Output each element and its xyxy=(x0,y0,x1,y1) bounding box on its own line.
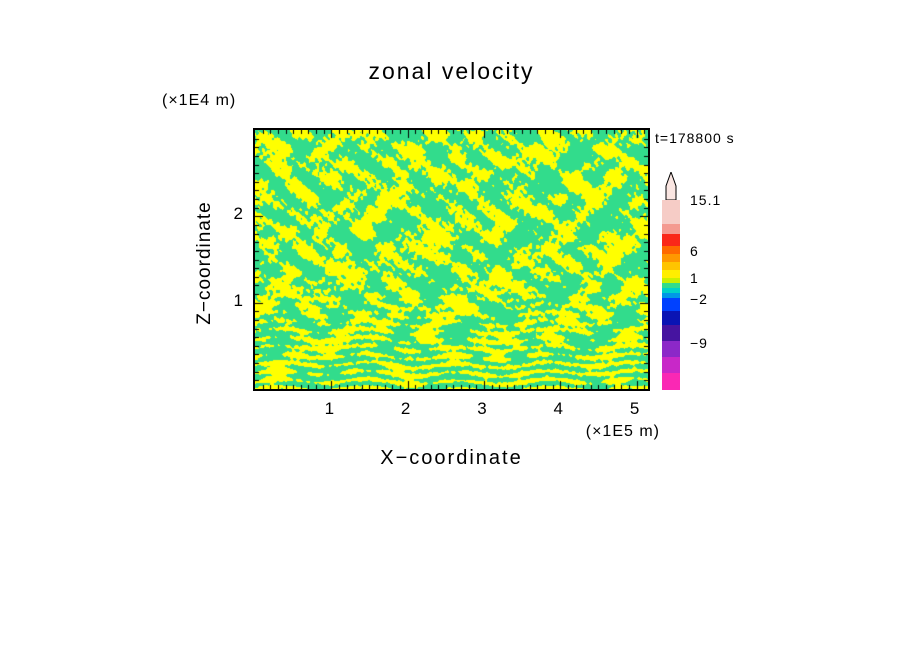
y-tick-label: 2 xyxy=(233,204,243,224)
colorbar xyxy=(662,172,680,390)
colorbar-segment xyxy=(662,278,680,283)
x-axis-unit: (×1E5 m) xyxy=(585,423,660,440)
colorbar-segment xyxy=(662,311,680,325)
colorbar-segment xyxy=(662,246,680,254)
colorbar-segment xyxy=(662,357,680,373)
colorbar-segments xyxy=(662,200,680,390)
colorbar-arrow-icon xyxy=(665,172,677,200)
colorbar-segment xyxy=(662,341,680,357)
colorbar-segment xyxy=(662,288,680,293)
chart-title: zonal velocity xyxy=(368,58,535,84)
heatmap-canvas xyxy=(255,130,648,389)
x-tick-label: 3 xyxy=(477,399,487,418)
colorbar-segment xyxy=(662,270,680,278)
colorbar-segment xyxy=(662,254,680,262)
colorbar-segment xyxy=(662,234,680,246)
colorbar-segment xyxy=(662,293,680,298)
colorbar-segment xyxy=(662,262,680,270)
colorbar-segment xyxy=(662,224,680,234)
x-tick-label: 5 xyxy=(629,399,640,418)
colorbar-tick-label: 1 xyxy=(690,269,699,286)
colorbar-tick-label: 6 xyxy=(690,243,699,260)
colorbar-tick-label: −9 xyxy=(690,334,708,351)
colorbar-tick-label: −2 xyxy=(690,290,708,307)
colorbar-segment xyxy=(662,325,680,341)
x-tick-label: 1 xyxy=(324,399,335,418)
colorbar-tick-label: 15.1 xyxy=(690,192,722,208)
x-tick-label: 4 xyxy=(553,399,563,418)
x-tick-label: 2 xyxy=(400,399,411,418)
colorbar-segment xyxy=(662,283,680,288)
y-axis-label: Z−coordinate xyxy=(194,201,215,325)
colorbar-segment xyxy=(662,298,680,311)
y-axis-unit: (×1E4 m) xyxy=(162,92,237,109)
y-tick-label: 1 xyxy=(233,290,243,310)
time-annotation: t=178800 s xyxy=(655,130,735,146)
colorbar-segment xyxy=(662,200,680,224)
x-axis-label: X−coordinate xyxy=(380,447,523,469)
heatmap-plot xyxy=(253,128,650,391)
colorbar-segment xyxy=(662,373,680,390)
